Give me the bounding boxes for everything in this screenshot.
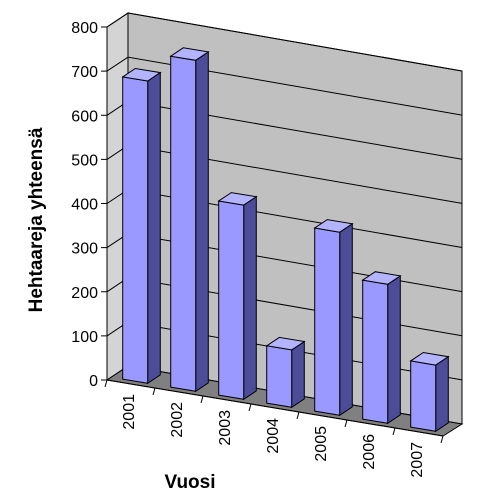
bar-side	[387, 274, 401, 425]
bar-top	[265, 336, 306, 351]
bars	[121, 47, 450, 433]
bar	[121, 67, 162, 385]
bar-front	[410, 360, 437, 432]
x-tick-label: 2003	[217, 410, 234, 446]
x-axis-title: Vuosi	[164, 472, 215, 493]
y-tick-label: 600	[71, 108, 98, 125]
bar-side	[195, 50, 209, 393]
x-tick-label: 2005	[313, 426, 330, 462]
gridline	[106, 12, 463, 72]
bar-front	[218, 200, 245, 400]
x-axis-ticks: 2001 2002 2003 2004 2005 2006 2007	[104, 379, 444, 478]
y-tick-label: 800	[71, 20, 98, 37]
x-tick-mark	[152, 387, 156, 396]
y-axis-ticks: 0 100 200 300 400 500 600 700 800	[71, 20, 108, 390]
x-tick-label: 2004	[265, 418, 282, 454]
y-tick-label: 100	[71, 329, 98, 346]
y-tick-label: 700	[71, 64, 98, 81]
bar-top	[361, 271, 402, 285]
bar-front	[362, 279, 389, 424]
bar-side	[339, 222, 353, 417]
bar-top	[217, 192, 258, 206]
bar-front	[266, 345, 293, 408]
bar-side	[243, 195, 257, 401]
x-tick-mark	[392, 427, 396, 436]
bar-side	[291, 340, 305, 409]
bar	[409, 351, 450, 433]
y-axis-title: Hehtaareja yhteensä	[26, 127, 47, 312]
y-tick-label: 500	[71, 152, 98, 169]
y-tick-label: 300	[71, 241, 98, 258]
bar	[217, 192, 258, 401]
bar-top	[409, 351, 450, 366]
bar-front	[314, 227, 341, 416]
bar	[361, 271, 402, 425]
bar	[313, 219, 354, 417]
x-tick-label: 2007	[409, 442, 426, 478]
bar-side	[435, 355, 449, 433]
bar	[265, 336, 306, 409]
y-tick-label: 0	[89, 373, 98, 390]
bar-front	[122, 76, 149, 384]
bar-side	[147, 71, 161, 385]
x-tick-label: 2002	[169, 402, 186, 438]
x-tick-mark	[200, 395, 204, 404]
bar-top	[313, 219, 354, 233]
x-tick-mark	[248, 403, 252, 412]
x-axis-line	[106, 379, 444, 437]
bar-front	[170, 55, 197, 392]
x-tick-mark	[344, 419, 348, 428]
bar-top	[121, 67, 162, 82]
bar-top	[169, 47, 210, 61]
x-tick-label: 2001	[121, 394, 138, 430]
x-tick-label: 2006	[361, 434, 378, 470]
x-tick-mark	[296, 411, 300, 420]
y-tick-label: 200	[71, 285, 98, 302]
y-tick-label: 400	[71, 197, 98, 214]
x-tick-mark	[104, 379, 108, 388]
bar	[169, 47, 210, 393]
gridline	[106, 56, 463, 116]
x-tick-mark	[440, 435, 444, 444]
